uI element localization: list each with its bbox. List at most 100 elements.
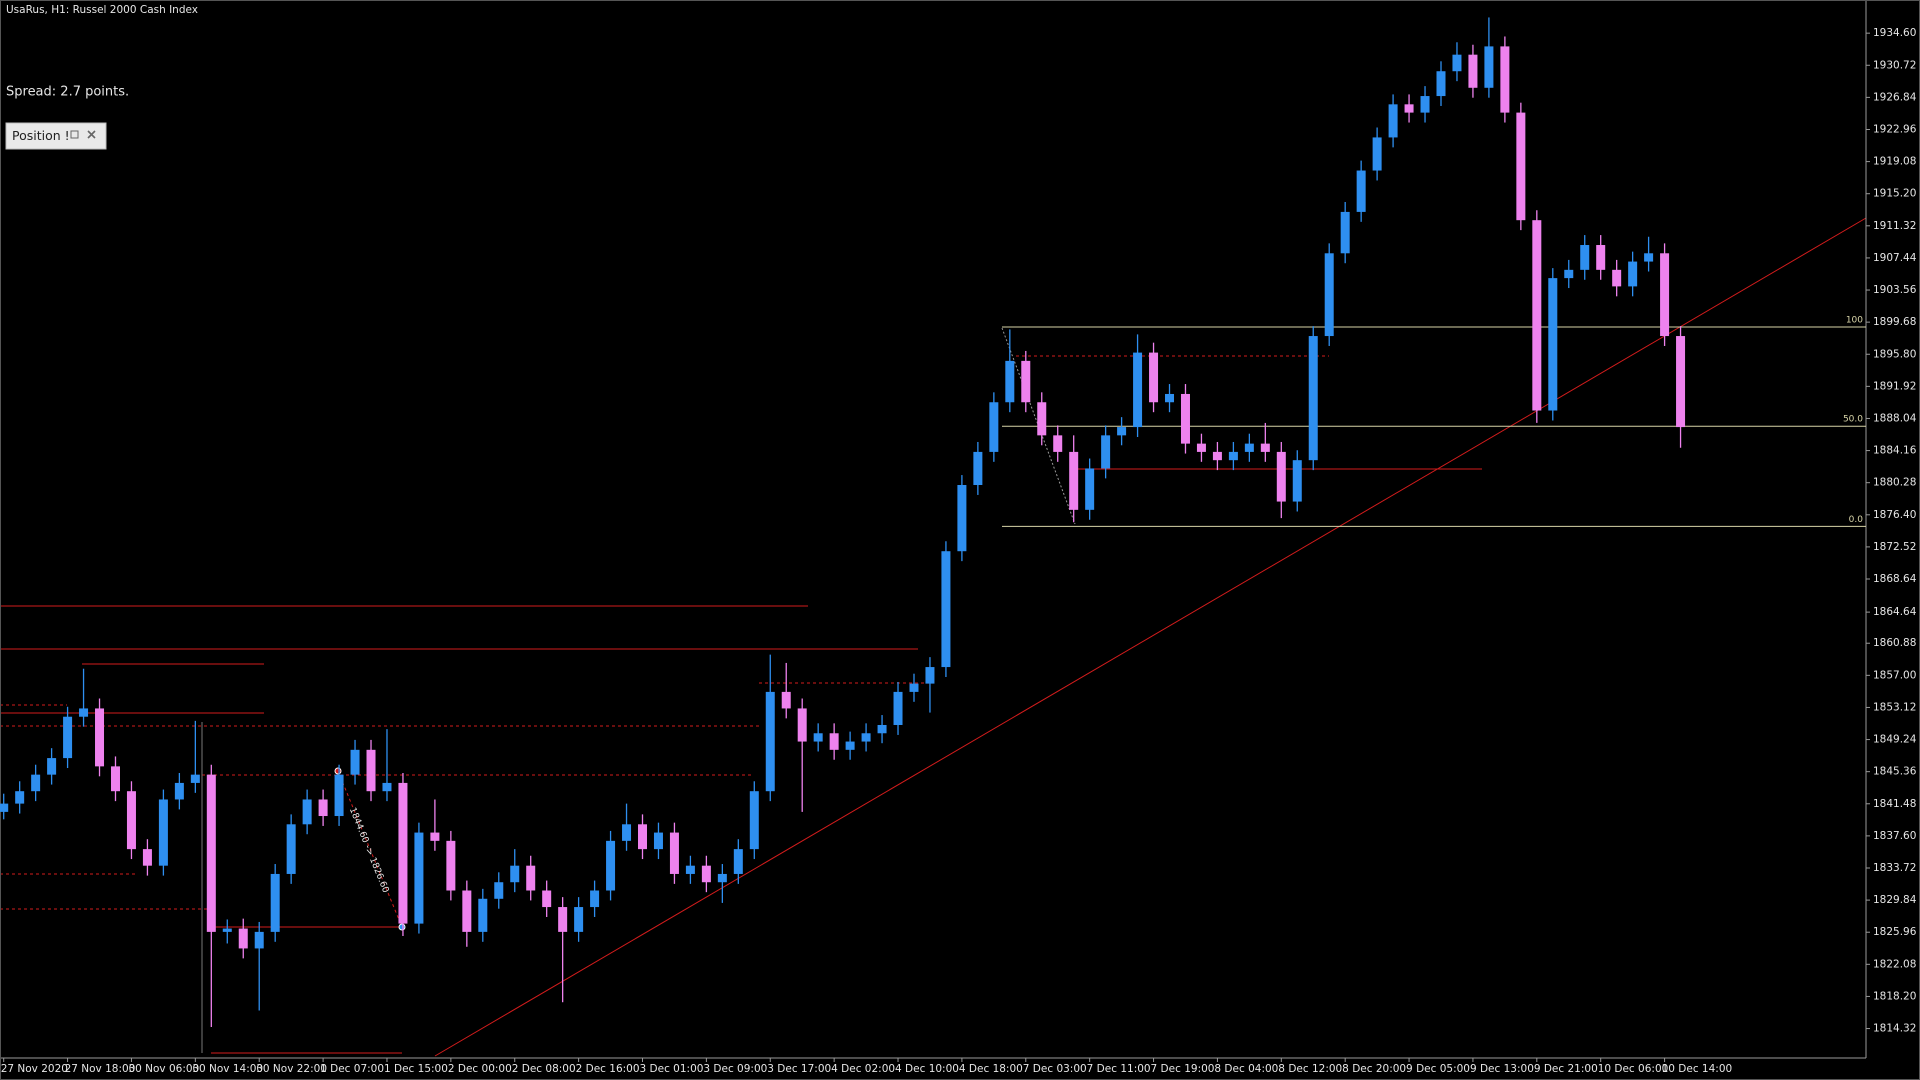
- candle-body: [1005, 360, 1015, 403]
- candle-body: [1021, 360, 1031, 403]
- spread-text: Spread: 2.7 points.: [6, 85, 129, 100]
- y-tick-label: 1891.92: [1873, 380, 1916, 392]
- candle-body: [478, 898, 488, 932]
- candle-body: [542, 890, 552, 908]
- candle-body: [1452, 54, 1462, 72]
- candle-body: [1628, 261, 1638, 287]
- candle-body: [1244, 443, 1254, 452]
- candle-body: [31, 774, 41, 792]
- position-button-label[interactable]: Position !: [12, 128, 70, 143]
- candle-body: [318, 799, 328, 817]
- y-tick-label: 1922.96: [1873, 123, 1917, 135]
- candle-body: [1532, 220, 1542, 411]
- candle-body: [142, 849, 152, 866]
- candle-body: [1676, 336, 1686, 428]
- candle-body: [877, 724, 887, 734]
- candle-body: [302, 799, 312, 825]
- trade-close: [398, 923, 406, 931]
- candle-body: [1484, 46, 1494, 88]
- candle-body: [334, 774, 344, 817]
- y-tick-label: 1899.68: [1873, 316, 1916, 328]
- chart-title: UsaRus, H1: Russel 2000 Cash Index: [6, 4, 198, 16]
- candle-body: [286, 824, 296, 874]
- candle-body: [270, 873, 280, 932]
- x-tick-label: 7 Dec 19:00: [1151, 1063, 1215, 1075]
- x-tick-label: 4 Dec 10:00: [895, 1063, 959, 1075]
- x-tick-label: 4 Dec 18:00: [959, 1063, 1023, 1075]
- y-tick-label: 1814.32: [1873, 1023, 1916, 1035]
- position-button[interactable]: Position !: [5, 122, 107, 150]
- candle-body: [222, 928, 232, 932]
- y-tick-label: 1818.20: [1873, 990, 1916, 1002]
- candle-body: [174, 782, 184, 800]
- candle-body: [1436, 71, 1446, 97]
- y-tick-label: 1880.28: [1873, 477, 1916, 489]
- candle-body: [941, 551, 951, 668]
- candle-body: [1548, 278, 1558, 411]
- candle-body: [813, 733, 823, 742]
- candle-body: [1149, 352, 1159, 403]
- candle-body: [382, 782, 392, 792]
- x-tick-label: 1 Dec 15:00: [384, 1063, 448, 1075]
- candle-body: [685, 865, 695, 874]
- candle-body: [1101, 435, 1111, 469]
- candle-body: [622, 824, 632, 841]
- candle-body: [1420, 96, 1430, 113]
- fibo-label: 0.0: [1849, 515, 1864, 525]
- restore-icon[interactable]: [70, 130, 79, 139]
- candle-body: [1292, 460, 1302, 502]
- candle-body: [925, 667, 935, 684]
- x-tick-label: 9 Dec 05:00: [1406, 1063, 1470, 1075]
- y-tick-label: 1829.84: [1873, 894, 1917, 906]
- candle-body: [1180, 393, 1190, 444]
- candle-body: [15, 791, 25, 804]
- y-tick-label: 1845.36: [1873, 766, 1917, 778]
- candle-body: [957, 485, 967, 552]
- candle-body: [861, 733, 871, 742]
- close-icon[interactable]: [87, 130, 96, 139]
- x-tick-label: 2 Dec 00:00: [448, 1063, 512, 1075]
- x-tick-label: 3 Dec 09:00: [703, 1063, 767, 1075]
- x-tick-label: 10 Dec 06:00: [1598, 1063, 1669, 1075]
- candle-body: [1053, 435, 1063, 452]
- candle-body: [1356, 170, 1366, 212]
- y-tick-label: 1841.48: [1873, 798, 1916, 810]
- candle-body: [1276, 451, 1286, 502]
- y-tick-label: 1876.40: [1873, 509, 1916, 521]
- candle-body: [1500, 46, 1510, 113]
- candle-body: [590, 890, 600, 908]
- candle-body: [1133, 352, 1143, 428]
- x-tick-label: 3 Dec 17:00: [767, 1063, 831, 1075]
- x-tick-label: 3 Dec 01:00: [640, 1063, 704, 1075]
- candle-body: [973, 451, 983, 486]
- candle-body: [1212, 451, 1222, 461]
- candle-body: [1404, 104, 1414, 113]
- x-tick-label: 8 Dec 04:00: [1214, 1063, 1278, 1075]
- candle-body: [1564, 269, 1574, 279]
- candle-body: [1308, 336, 1318, 461]
- y-tick-label: 1884.16: [1873, 445, 1917, 457]
- candle-body: [717, 873, 727, 883]
- candle-body: [1260, 443, 1270, 452]
- y-tick-label: 1872.52: [1873, 541, 1916, 553]
- candle-body: [1228, 451, 1238, 461]
- x-tick-label: 9 Dec 21:00: [1534, 1063, 1598, 1075]
- candle-body: [1372, 137, 1382, 171]
- candle-body: [781, 691, 791, 709]
- candle-body: [909, 683, 919, 692]
- candle-body: [829, 733, 839, 750]
- y-tick-label: 1857.00: [1873, 669, 1916, 681]
- candle-body: [414, 832, 424, 924]
- candle-body: [1324, 253, 1334, 337]
- trade-arrow: [337, 770, 403, 928]
- candle-body: [0, 803, 9, 812]
- candle-body: [206, 774, 216, 932]
- x-tick-label: 27 Nov 18:00: [65, 1063, 136, 1075]
- candle-body: [638, 824, 647, 850]
- y-tick-label: 1915.20: [1873, 188, 1916, 200]
- y-tick-label: 1833.72: [1873, 862, 1916, 874]
- y-tick-label: 1903.56: [1873, 284, 1917, 296]
- y-tick-label: 1864.64: [1873, 606, 1917, 618]
- candle-body: [510, 865, 520, 883]
